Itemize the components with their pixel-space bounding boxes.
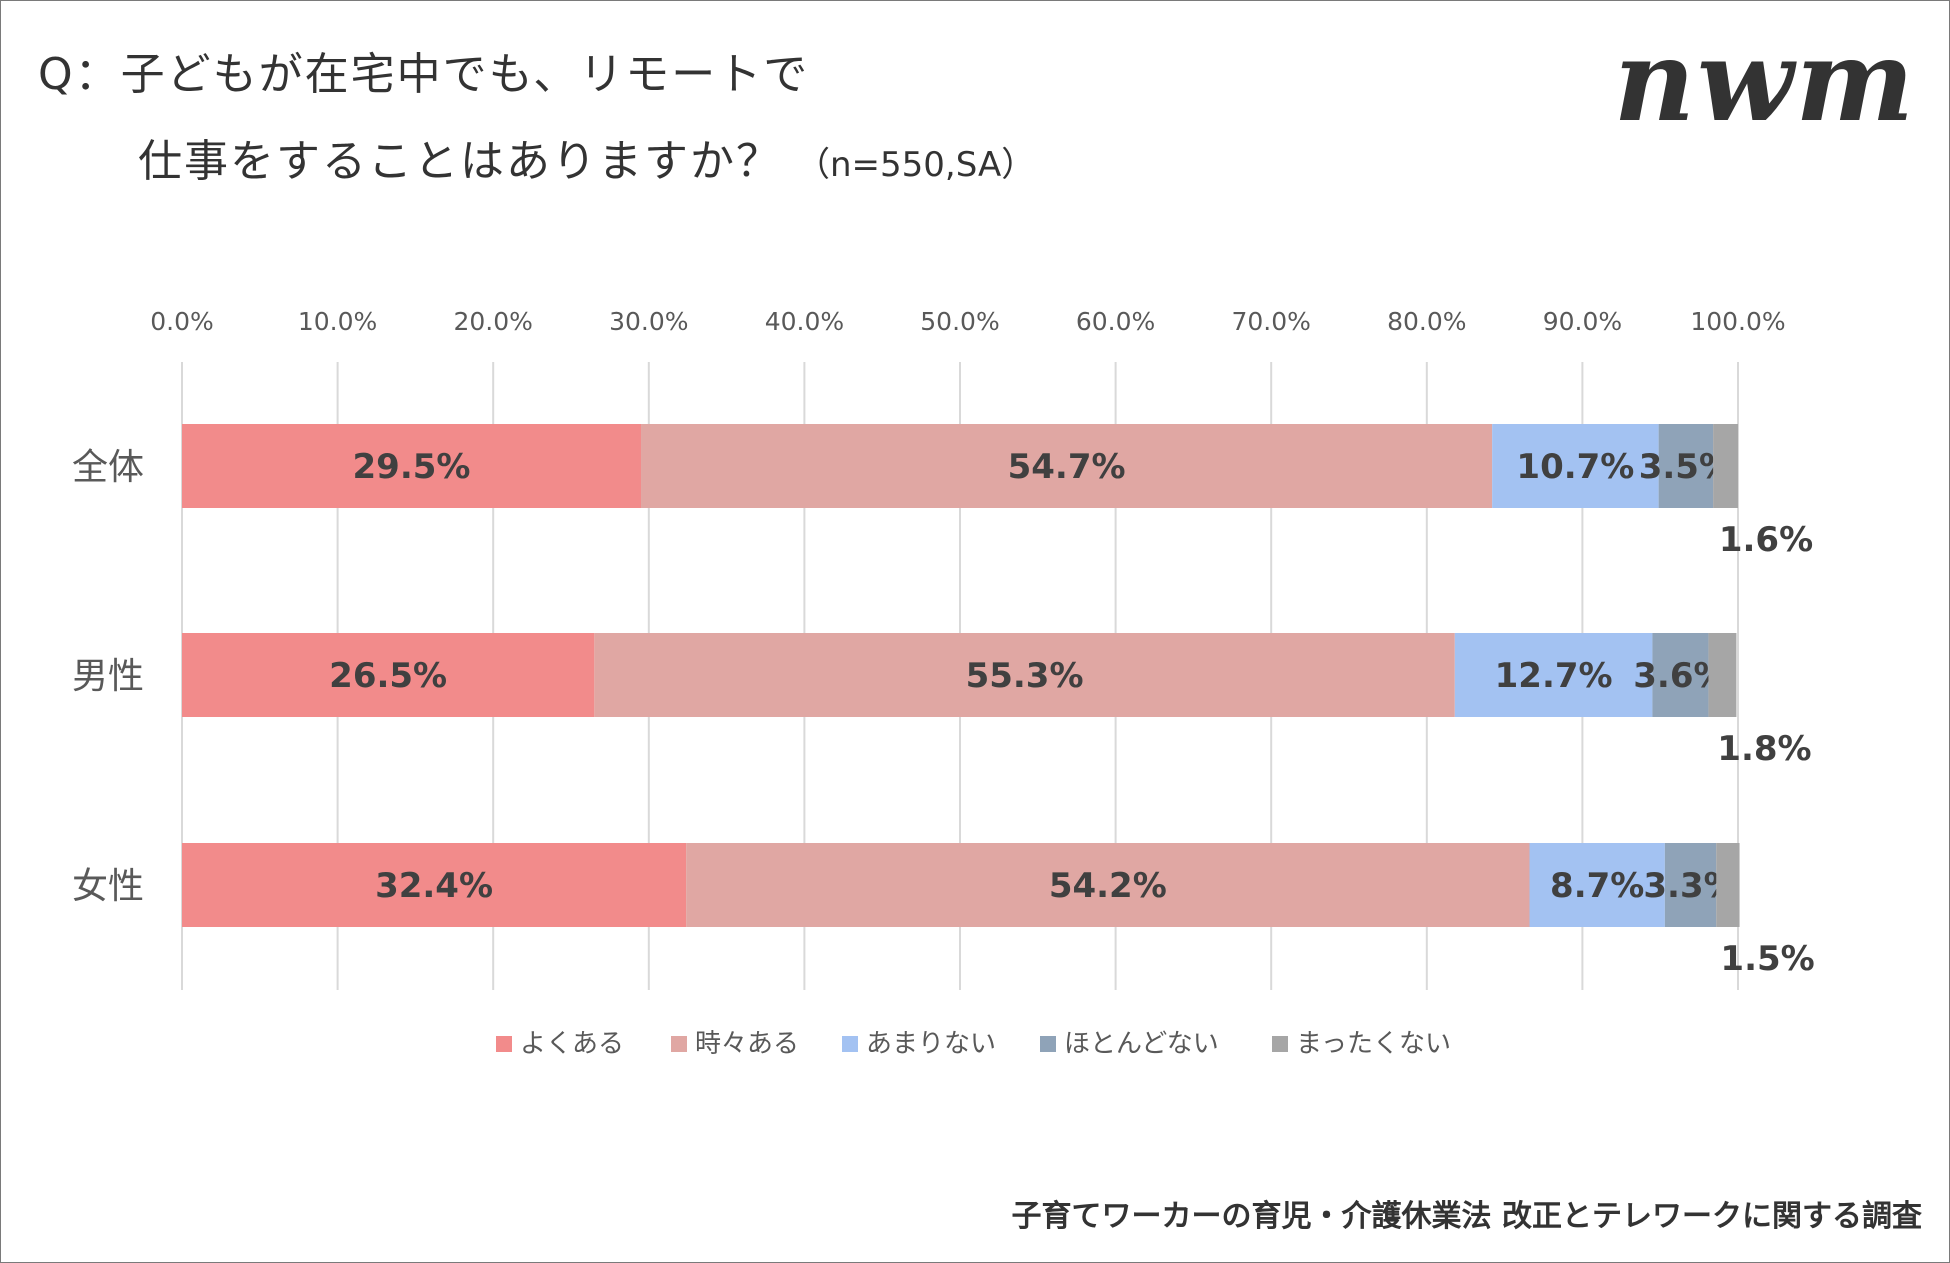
chart-title-line-2: 仕事をすることはありますか？ （n=550,SA） — [138, 125, 1035, 189]
chart-title-question: 仕事をすることはありますか？ — [138, 136, 782, 187]
x-tick-label: 70.0% — [1231, 307, 1310, 336]
x-tick-label: 20.0% — [453, 307, 532, 336]
nwm-logo: nwm — [1613, 16, 1916, 147]
bar-segment — [594, 633, 1455, 717]
data-label: 1.6% — [1719, 520, 1813, 560]
data-label: 55.3% — [966, 656, 1084, 696]
bar-segment — [1713, 424, 1738, 508]
legend-swatch — [496, 1036, 512, 1052]
data-label: 32.4% — [375, 866, 493, 906]
x-tick-label: 30.0% — [609, 307, 688, 336]
legend-label: よくある — [520, 1029, 624, 1059]
sample-size-note: （n=550,SA） — [796, 145, 1036, 185]
x-tick-label: 60.0% — [1076, 307, 1155, 336]
bar-segment — [1716, 843, 1740, 927]
bar-segment — [686, 843, 1530, 927]
bar-segment — [182, 843, 687, 927]
legend-swatch — [1040, 1036, 1056, 1052]
bar-segment — [1658, 424, 1714, 508]
data-label: 1.5% — [1720, 939, 1814, 979]
bar-segment — [182, 424, 642, 508]
category-label: 全体 — [72, 447, 144, 488]
x-tick-label: 0.0% — [150, 307, 214, 336]
data-label: 12.7% — [1495, 656, 1613, 696]
legend-label: 時々ある — [695, 1029, 799, 1059]
legend-label: ほとんどない — [1064, 1029, 1219, 1059]
bar-segment — [1454, 633, 1653, 717]
chart-title-line-1: Q：子どもが在宅中でも、リモートで — [38, 49, 810, 100]
bar-segment — [641, 424, 1493, 508]
legend-swatch — [1272, 1036, 1288, 1052]
x-tick-label: 90.0% — [1543, 307, 1622, 336]
bar-segment — [1492, 424, 1659, 508]
legend-swatch — [671, 1036, 687, 1052]
x-tick-label: 40.0% — [765, 307, 844, 336]
category-label: 男性 — [72, 656, 144, 697]
bar-segment — [1652, 633, 1709, 717]
data-label: 26.5% — [329, 656, 447, 696]
data-label: 10.7% — [1516, 447, 1634, 487]
x-tick-label: 80.0% — [1387, 307, 1466, 336]
bar-segment — [1529, 843, 1665, 927]
x-tick-label: 100.0% — [1690, 307, 1785, 336]
survey-source-footer: 子育てワーカーの育児・介護休業法 改正とテレワークに関する調査 — [1011, 1199, 1922, 1234]
data-label: 8.7% — [1550, 866, 1644, 906]
data-label: 29.5% — [353, 447, 471, 487]
legend-swatch — [842, 1036, 858, 1052]
data-label: 54.2% — [1049, 866, 1167, 906]
data-label: 54.7% — [1008, 447, 1126, 487]
data-label: 1.8% — [1717, 729, 1811, 769]
legend-label: まったくない — [1296, 1029, 1451, 1059]
x-tick-label: 50.0% — [920, 307, 999, 336]
bar-segment — [1708, 633, 1737, 717]
bar-segment — [182, 633, 595, 717]
bar-segment — [1664, 843, 1717, 927]
legend-label: あまりない — [866, 1029, 996, 1059]
x-tick-label: 10.0% — [298, 307, 377, 336]
category-label: 女性 — [72, 866, 144, 907]
